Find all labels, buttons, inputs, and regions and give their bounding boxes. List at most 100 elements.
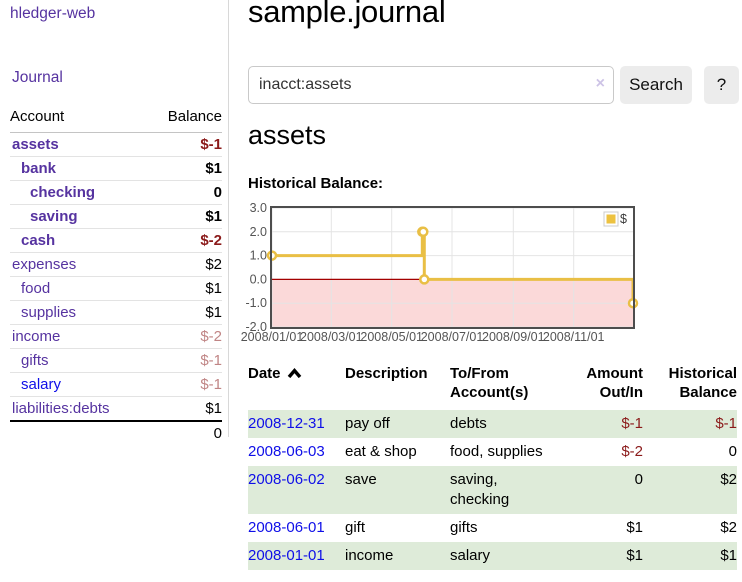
svg-text:0.0: 0.0 <box>250 272 267 286</box>
transaction-amount: 0 <box>634 471 643 488</box>
account-row: liabilities:debts $1 <box>10 396 222 422</box>
app-brand-link[interactable]: hledger-web <box>10 5 96 22</box>
svg-text:2008/09/01: 2008/09/01 <box>482 330 545 344</box>
svg-text:-2.0: -2.0 <box>245 320 267 334</box>
transaction-description: pay off <box>345 415 390 432</box>
register-row: 2008-06-01 gift gifts $1 $2 <box>248 514 737 542</box>
search-input[interactable] <box>248 66 614 104</box>
register-header-balance: Historical Balance <box>668 365 737 401</box>
transaction-balance: $1 <box>720 547 737 564</box>
account-balance: 0 <box>147 180 222 205</box>
account-row: assets $-1 <box>10 132 222 157</box>
transaction-description: eat & shop <box>345 443 417 460</box>
accounts-total-value: 0 <box>147 420 222 444</box>
transaction-amount: $1 <box>626 519 643 536</box>
account-balance: $-1 <box>147 372 222 397</box>
transaction-date-link[interactable]: 2008-12-31 <box>248 415 325 432</box>
transaction-accounts: debts <box>450 415 487 432</box>
register-header-amount: Amount Out/In <box>586 365 643 401</box>
account-link[interactable]: supplies <box>21 304 77 321</box>
account-link[interactable]: salary <box>21 376 62 393</box>
register-row: 2008-01-01 income salary $1 $1 <box>248 542 737 570</box>
transaction-date-link[interactable]: 2008-06-02 <box>248 471 325 488</box>
account-balance: $-2 <box>147 324 222 349</box>
register-row: 2008-06-02 save saving, checking 0 $2 <box>248 466 737 514</box>
sidebar-item-journal[interactable]: Journal <box>12 69 63 86</box>
transaction-balance: $2 <box>720 471 737 488</box>
register-header-accounts: To/From Account(s) <box>450 365 529 401</box>
account-link[interactable]: assets <box>12 136 59 153</box>
register-table: Date Description To/From Account(s) Amou… <box>248 362 737 570</box>
account-row: expenses $2 <box>10 252 222 277</box>
account-link[interactable]: cash <box>21 232 56 249</box>
account-link[interactable]: food <box>21 280 51 297</box>
account-row: saving $1 <box>10 204 222 229</box>
account-row: income $-2 <box>10 324 222 349</box>
accounts-tree-table: Account Balance assets $-1 bank $1 checking 0… <box>10 104 222 444</box>
transaction-description: save <box>345 471 377 488</box>
transaction-accounts: food, supplies <box>450 443 543 460</box>
accounts-table-body: assets $-1 bank $1 checking 0 saving $1 cash $-2 e… <box>10 132 222 422</box>
chart-data-point <box>418 226 429 238</box>
account-row: gifts $-1 <box>10 348 222 373</box>
transaction-balance: 0 <box>728 443 737 460</box>
transaction-accounts: salary <box>450 547 491 564</box>
account-link[interactable]: expenses <box>12 256 77 273</box>
account-balance: $1 <box>147 300 222 325</box>
account-link[interactable]: liabilities:debts <box>12 400 110 417</box>
register-header-date[interactable]: Date <box>248 362 345 410</box>
transaction-accounts: gifts <box>450 519 478 536</box>
account-link[interactable]: income <box>12 328 61 345</box>
account-balance: $1 <box>147 204 222 229</box>
register-table-body: 2008-12-31 pay off debts $-1 $-1 2008-06-03 ea… <box>248 410 737 570</box>
account-balance: $-2 <box>147 228 222 253</box>
account-balance: $-1 <box>147 348 222 373</box>
account-row: cash $-2 <box>10 228 222 253</box>
register-header-description: Description <box>345 365 428 382</box>
svg-text:2008/05/01: 2008/05/01 <box>360 330 423 344</box>
svg-text:3.0: 3.0 <box>250 201 267 215</box>
transaction-description: gift <box>345 519 366 536</box>
transaction-accounts: saving, checking <box>450 471 510 508</box>
transaction-amount: $-1 <box>621 415 643 432</box>
account-balance: $1 <box>147 156 222 181</box>
transaction-balance: $-1 <box>715 415 737 432</box>
search-bar: × Search ? <box>248 66 742 104</box>
transaction-amount: $1 <box>626 547 643 564</box>
account-balance: $1 <box>147 276 222 301</box>
account-link[interactable]: gifts <box>21 352 49 369</box>
accounts-total-row: 0 <box>10 420 222 444</box>
transaction-date-link[interactable]: 2008-01-01 <box>248 547 325 564</box>
transaction-date-link[interactable]: 2008-06-03 <box>248 443 325 460</box>
account-link[interactable]: checking <box>30 184 96 201</box>
transaction-balance: $2 <box>720 519 737 536</box>
account-link[interactable]: saving <box>30 208 78 225</box>
page-title: sample.journal <box>248 0 446 29</box>
sidebar: hledger-web Journal Account Balance asse… <box>0 0 229 444</box>
sort-ascending-icon <box>287 367 301 379</box>
accounts-header-account: Account <box>10 104 148 133</box>
help-button[interactable]: ? <box>704 66 739 104</box>
svg-text:-1.0: -1.0 <box>245 296 267 310</box>
svg-text:1.0: 1.0 <box>250 249 267 263</box>
transaction-amount: $-2 <box>621 443 643 460</box>
account-balance: $2 <box>147 252 222 277</box>
account-link[interactable]: bank <box>21 160 57 177</box>
account-row: checking 0 <box>10 180 222 205</box>
search-button[interactable]: Search <box>620 66 692 104</box>
clear-search-icon[interactable]: × <box>595 75 605 92</box>
svg-text:2008/11/01: 2008/11/01 <box>543 330 605 344</box>
chart-title: Historical Balance: <box>248 175 384 192</box>
svg-text:2008/03/01: 2008/03/01 <box>300 330 363 344</box>
transaction-date-link[interactable]: 2008-06-01 <box>248 519 325 536</box>
account-balance: $1 <box>147 396 222 422</box>
account-row: bank $1 <box>10 156 222 181</box>
account-balance: $-1 <box>147 132 222 157</box>
account-heading: assets <box>248 120 327 150</box>
legend-swatch <box>606 214 616 224</box>
svg-text:2.0: 2.0 <box>250 225 267 239</box>
svg-text:2008/01/01: 2008/01/01 <box>241 330 304 344</box>
account-row: food $1 <box>10 276 222 301</box>
accounts-header-balance: Balance <box>147 104 222 133</box>
register-row: 2008-12-31 pay off debts $-1 $-1 <box>248 410 737 438</box>
